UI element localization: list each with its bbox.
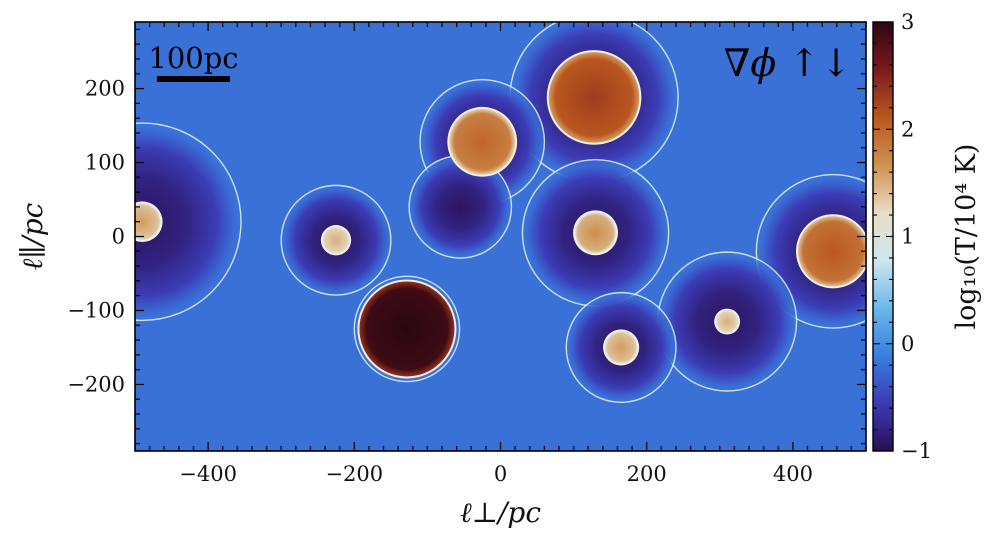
hot-cavity [605, 331, 638, 364]
plot-frame [134, 21, 867, 452]
hot-cavity [359, 281, 455, 377]
plot-area [135, 22, 866, 451]
hot-cavity [322, 227, 350, 254]
corner-label: ∇ϕ ↑↓ [724, 41, 852, 85]
colorbar-tick-label: 2 [901, 117, 914, 141]
y-tick-label: 200 [85, 77, 125, 101]
colorbar: −1 0 1 2 3 [872, 10, 932, 463]
colorbar-tick-label: 0 [901, 332, 914, 356]
hot-cavity [548, 52, 640, 143]
scale-bar: 100pc [148, 41, 239, 82]
x-tick-label: 200 [627, 462, 667, 486]
y-axis: −200 −100 0 100 200 [67, 28, 866, 445]
colorbar-title: log₁₀(T/10⁴ K) [951, 144, 982, 330]
y-tick-label: −100 [67, 298, 125, 322]
y-tick-label: −200 [67, 372, 125, 396]
hot-cavity [575, 212, 616, 254]
colorbar-tick-label: 1 [901, 225, 914, 249]
bubble-shell [135, 122, 242, 322]
colorbar-tick-label: −1 [901, 439, 932, 463]
colorbar-tick-label: 3 [901, 10, 914, 34]
x-axis: −400 −200 0 200 400 [134, 22, 867, 486]
colorbar-ticks: −1 0 1 2 3 [873, 10, 932, 463]
x-tick-label: −400 [179, 462, 237, 486]
y-tick-label: 100 [85, 151, 125, 175]
y-tick-label: 0 [112, 225, 125, 249]
hot-cavity [449, 108, 516, 175]
x-tick-label: 0 [494, 462, 507, 486]
scale-bar-label: 100pc [148, 41, 238, 75]
hot-cavity [798, 216, 866, 287]
x-tick-label: −200 [325, 462, 383, 486]
hot-cavity [716, 310, 739, 333]
x-tick-label: 400 [773, 462, 813, 486]
scale-bar-line [156, 76, 231, 82]
hot-cavity [135, 203, 161, 240]
x-axis-title: ℓ⊥/pc [460, 496, 541, 529]
y-axis-title: ℓ∥/pc [16, 202, 49, 270]
